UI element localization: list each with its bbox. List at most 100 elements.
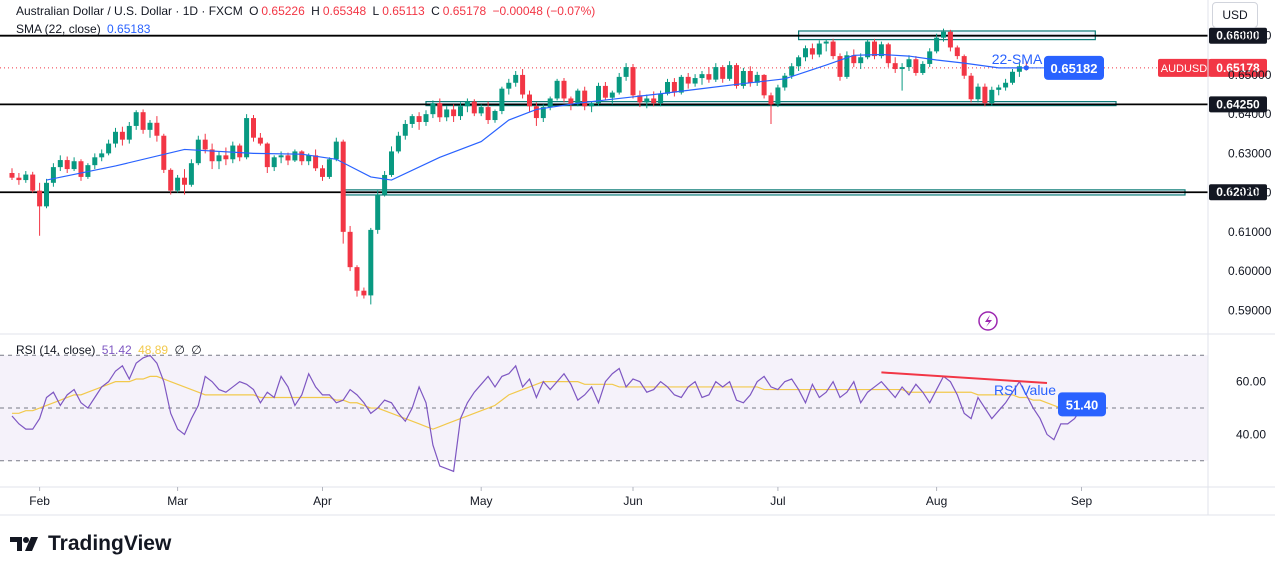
candle[interactable] <box>851 49 857 68</box>
candle[interactable] <box>409 114 415 128</box>
candle[interactable] <box>444 106 450 122</box>
candle[interactable] <box>113 127 118 148</box>
candle[interactable] <box>644 94 650 109</box>
candle[interactable] <box>796 55 802 71</box>
candle[interactable] <box>437 98 443 122</box>
candle[interactable] <box>161 133 167 173</box>
candle[interactable] <box>182 169 187 195</box>
candle[interactable] <box>775 84 781 108</box>
candle[interactable] <box>140 109 146 134</box>
candle[interactable] <box>175 174 181 193</box>
candle[interactable] <box>685 72 691 89</box>
candle[interactable] <box>423 110 429 126</box>
candle[interactable] <box>803 45 808 62</box>
candle[interactable] <box>899 63 905 91</box>
candle[interactable] <box>941 28 946 42</box>
candle[interactable] <box>382 171 388 197</box>
candle[interactable] <box>264 142 270 173</box>
candle[interactable] <box>568 96 574 111</box>
candle[interactable] <box>119 126 125 146</box>
candle[interactable] <box>430 100 436 119</box>
candle[interactable] <box>865 39 871 60</box>
candle[interactable] <box>57 155 63 172</box>
candle[interactable] <box>188 159 194 187</box>
candle[interactable] <box>623 63 629 81</box>
rsi-pane[interactable]: RSI Value 51.40 <box>0 354 1208 473</box>
candle[interactable] <box>244 114 250 160</box>
candle[interactable] <box>651 91 657 107</box>
candle[interactable] <box>347 225 353 272</box>
candle[interactable] <box>1010 69 1015 85</box>
candle[interactable] <box>147 120 153 138</box>
candle[interactable] <box>692 74 698 87</box>
candle[interactable] <box>747 66 753 87</box>
candle[interactable] <box>872 38 877 60</box>
candle[interactable] <box>761 74 767 99</box>
candle[interactable] <box>582 86 588 111</box>
rsi-divergence-trendline[interactable] <box>881 371 1048 384</box>
candle[interactable] <box>920 61 926 75</box>
candle[interactable] <box>64 156 70 173</box>
candle[interactable] <box>513 71 519 87</box>
candle[interactable] <box>754 71 760 86</box>
candle[interactable] <box>492 109 498 123</box>
candle[interactable] <box>106 139 112 156</box>
candle[interactable] <box>126 122 132 144</box>
candle[interactable] <box>637 90 643 108</box>
candle[interactable] <box>913 56 919 76</box>
candle[interactable] <box>44 178 49 209</box>
candle[interactable] <box>906 55 912 71</box>
candle[interactable] <box>837 53 843 81</box>
candle[interactable] <box>947 29 953 52</box>
candle[interactable] <box>699 71 705 85</box>
candle[interactable] <box>782 72 788 91</box>
candle[interactable] <box>740 67 746 89</box>
candle[interactable] <box>340 139 346 244</box>
candle[interactable] <box>368 227 374 305</box>
candle[interactable] <box>37 182 43 236</box>
candle[interactable] <box>168 168 174 195</box>
candle[interactable] <box>402 120 408 140</box>
candle[interactable] <box>299 150 305 166</box>
candle[interactable] <box>278 151 284 164</box>
candle[interactable] <box>1016 63 1022 77</box>
candle[interactable] <box>561 78 567 103</box>
price-pane[interactable]: 0.66000 0.64250 0.62010 22-SMA 0.65182 AUDUSD… <box>0 27 1267 331</box>
candle[interactable] <box>23 171 29 183</box>
sma-line[interactable] <box>46 53 1027 181</box>
candle[interactable] <box>1003 78 1009 91</box>
candle[interactable] <box>223 147 229 166</box>
candle[interactable] <box>478 104 484 117</box>
candle[interactable] <box>527 90 532 113</box>
rsi-ma-line[interactable] <box>12 375 1089 430</box>
candle[interactable] <box>844 51 850 79</box>
candle[interactable] <box>589 101 595 113</box>
candle[interactable] <box>133 110 139 130</box>
candle[interactable] <box>389 146 394 177</box>
candle[interactable] <box>768 92 774 124</box>
candle[interactable] <box>464 98 470 113</box>
candle[interactable] <box>823 39 829 52</box>
candle[interactable] <box>878 41 884 59</box>
candle[interactable] <box>858 53 864 70</box>
candle[interactable] <box>485 101 491 124</box>
candle[interactable] <box>416 112 422 130</box>
candle[interactable] <box>996 84 1002 96</box>
rsi-value-badge[interactable] <box>1058 392 1106 417</box>
candle[interactable] <box>830 38 836 60</box>
candle[interactable] <box>30 171 36 193</box>
candle[interactable] <box>326 157 332 179</box>
candle[interactable] <box>816 40 822 58</box>
candle[interactable] <box>285 152 291 166</box>
candle[interactable] <box>975 83 981 103</box>
candle[interactable] <box>989 86 995 106</box>
candle[interactable] <box>451 104 457 122</box>
candle[interactable] <box>968 72 974 103</box>
sma-value-badge[interactable] <box>1044 55 1104 80</box>
currency-button[interactable]: USD <box>1212 2 1258 28</box>
candle[interactable] <box>251 114 256 142</box>
candle[interactable] <box>982 83 988 107</box>
candle[interactable] <box>154 116 160 142</box>
candle[interactable] <box>320 165 325 181</box>
